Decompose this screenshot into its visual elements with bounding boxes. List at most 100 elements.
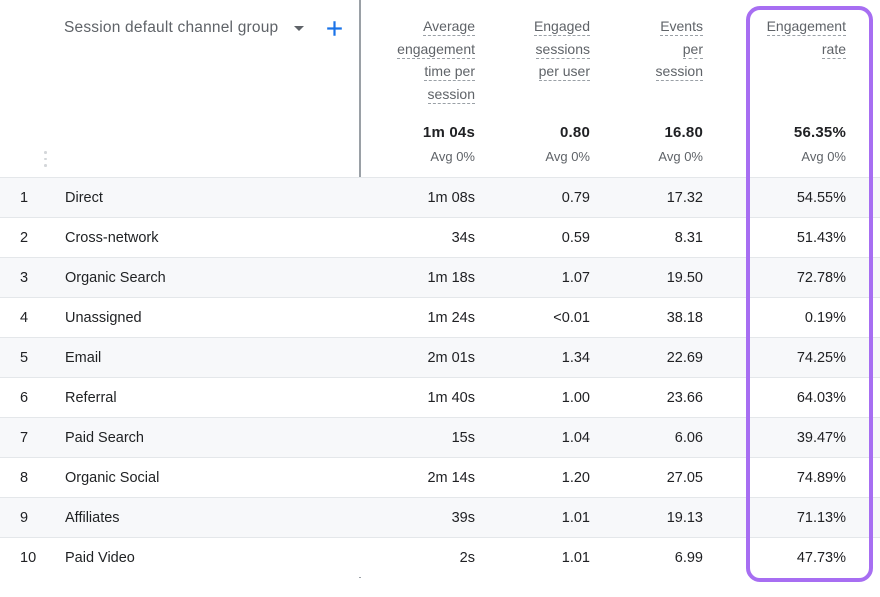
channel-name: Organic Social (65, 469, 160, 486)
total-value: 0.80 (560, 124, 590, 141)
row-index: 9 (20, 509, 29, 526)
drag-handle-icon (44, 151, 47, 167)
row-index: 2 (20, 229, 29, 246)
column-header-engagement-rate[interactable]: Engagement rate (766, 15, 846, 60)
channel-name: Organic Search (65, 269, 166, 286)
cell-events-per-session: 38.18 (666, 309, 703, 326)
column-total-engaged-sessions-per-user: 0.80 Avg 0% (545, 124, 590, 164)
column-header-line: Average (423, 18, 475, 36)
column-total-average-engagement-time-per-session: 1m 04s Avg 0% (423, 124, 475, 164)
channel-name: Paid Search (65, 429, 144, 446)
row-index: 4 (20, 309, 29, 326)
total-value: 56.35% (793, 124, 846, 141)
cell-engaged-sessions-per-user: 1.00 (561, 389, 590, 406)
column-header-line: per (682, 40, 703, 59)
column-header-engaged-sessions-per-user[interactable]: Engaged sessions per user (533, 15, 590, 83)
cell-average-engagement-time-per-session: 39s (451, 509, 475, 526)
column-header-line: sessions (535, 40, 590, 59)
table-row-paid-video: 10 Paid Video 2s 1.01 6.99 47.73% (0, 537, 880, 577)
cell-engagement-rate: 39.47% (796, 429, 846, 446)
table-body: 1 Direct 1m 08s 0.79 17.32 54.55% 2 Cross-netwo… (0, 177, 880, 577)
cell-average-engagement-time-per-session: 15s (451, 429, 475, 446)
cell-average-engagement-time-per-session: 2s (459, 549, 475, 566)
cell-engagement-rate: 74.89% (796, 469, 846, 486)
cell-average-engagement-time-per-session: 1m 40s (427, 389, 475, 406)
column-header-line: time per (424, 63, 475, 81)
cell-events-per-session: 8.31 (674, 229, 703, 246)
column-header-line: session (655, 63, 703, 81)
cell-events-per-session: 19.13 (666, 509, 703, 526)
channel-name: Email (65, 349, 102, 366)
cell-events-per-session: 17.32 (666, 189, 703, 206)
cell-events-per-session: 22.69 (666, 349, 703, 366)
cell-events-per-session: 27.05 (666, 469, 703, 486)
column-header-line: per user (538, 63, 590, 81)
column-header-average-engagement-time-per-session[interactable]: Average engagement time per session (397, 15, 475, 105)
row-index: 10 (20, 549, 37, 566)
dimension-selector-label[interactable]: Session default channel group (64, 19, 279, 36)
cell-engaged-sessions-per-user: 1.34 (561, 349, 590, 366)
cell-engaged-sessions-per-user: 1.20 (561, 469, 590, 486)
cell-engaged-sessions-per-user: 1.04 (561, 429, 590, 446)
channel-name: Affiliates (65, 509, 120, 526)
column-total-engagement-rate: 56.35% Avg 0% (794, 124, 846, 164)
column-header-line: Engaged (533, 18, 590, 36)
cell-events-per-session: 6.06 (674, 429, 703, 446)
cell-engagement-rate: 47.73% (796, 549, 846, 566)
total-avg-label: Avg 0% (801, 149, 846, 164)
cell-average-engagement-time-per-session: 2m 01s (427, 349, 475, 366)
channel-name: Cross-network (65, 229, 159, 246)
cell-average-engagement-time-per-session: 1m 24s (427, 309, 475, 326)
channel-name: Referral (65, 389, 117, 406)
add-dimension-button[interactable] (324, 18, 344, 38)
table-row-organic-social: 8 Organic Social 2m 14s 1.20 27.05 74.89% (0, 457, 880, 497)
channel-name: Direct (65, 189, 103, 206)
table-row-affiliates: 9 Affiliates 39s 1.01 19.13 71.13% (0, 497, 880, 537)
cell-engagement-rate: 64.03% (796, 389, 846, 406)
channel-name: Paid Video (65, 549, 135, 566)
table-row-cross-network: 2 Cross-network 34s 0.59 8.31 51.43% (0, 217, 880, 257)
total-avg-label: Avg 0% (430, 149, 475, 164)
column-header-line: Engagement (766, 18, 846, 36)
row-index: 5 (20, 349, 29, 366)
cell-events-per-session: 23.66 (666, 389, 703, 406)
cell-engagement-rate: 54.55% (796, 189, 846, 206)
table-row-referral: 6 Referral 1m 40s 1.00 23.66 64.03% (0, 377, 880, 417)
total-avg-label: Avg 0% (658, 149, 703, 164)
total-avg-label: Avg 0% (545, 149, 590, 164)
cell-engaged-sessions-per-user: 1.01 (561, 509, 590, 526)
cell-engaged-sessions-per-user: 1.01 (561, 549, 590, 566)
column-header-line: engagement (397, 40, 475, 59)
chevron-down-icon[interactable] (294, 25, 305, 31)
row-index: 1 (20, 189, 29, 206)
cell-engagement-rate: 72.78% (796, 269, 846, 286)
cell-average-engagement-time-per-session: 1m 18s (427, 269, 475, 286)
cell-average-engagement-time-per-session: 1m 08s (427, 189, 475, 206)
row-index: 7 (20, 429, 29, 446)
plus-icon (327, 20, 342, 36)
cell-engaged-sessions-per-user: <0.01 (553, 309, 590, 326)
channel-name: Unassigned (65, 309, 142, 326)
cell-engagement-rate: 71.13% (796, 509, 846, 526)
row-index: 8 (20, 469, 29, 486)
table-row-paid-search: 7 Paid Search 15s 1.04 6.06 39.47% (0, 417, 880, 457)
table-row-email: 5 Email 2m 01s 1.34 22.69 74.25% (0, 337, 880, 377)
column-header-line: session (427, 85, 475, 104)
column-header-events-per-session[interactable]: Events per session (655, 15, 703, 83)
column-header-line: Events (660, 18, 703, 36)
dimension-header: Session default channel group (64, 16, 344, 40)
cell-engaged-sessions-per-user: 0.59 (561, 229, 590, 246)
cell-engagement-rate: 74.25% (796, 349, 846, 366)
cell-average-engagement-time-per-session: 34s (451, 229, 475, 246)
total-value: 1m 04s (422, 124, 475, 141)
cell-engagement-rate: 51.43% (796, 229, 846, 246)
cell-engaged-sessions-per-user: 1.07 (561, 269, 590, 286)
cell-events-per-session: 6.99 (674, 549, 703, 566)
cell-engagement-rate: 0.19% (804, 309, 846, 326)
column-header-line: rate (821, 40, 846, 59)
total-value: 16.80 (664, 124, 703, 141)
table-row-organic-search: 3 Organic Search 1m 18s 1.07 19.50 72.78% (0, 257, 880, 297)
row-index: 6 (20, 389, 29, 406)
table-row-unassigned: 4 Unassigned 1m 24s <0.01 38.18 0.19% (0, 297, 880, 337)
